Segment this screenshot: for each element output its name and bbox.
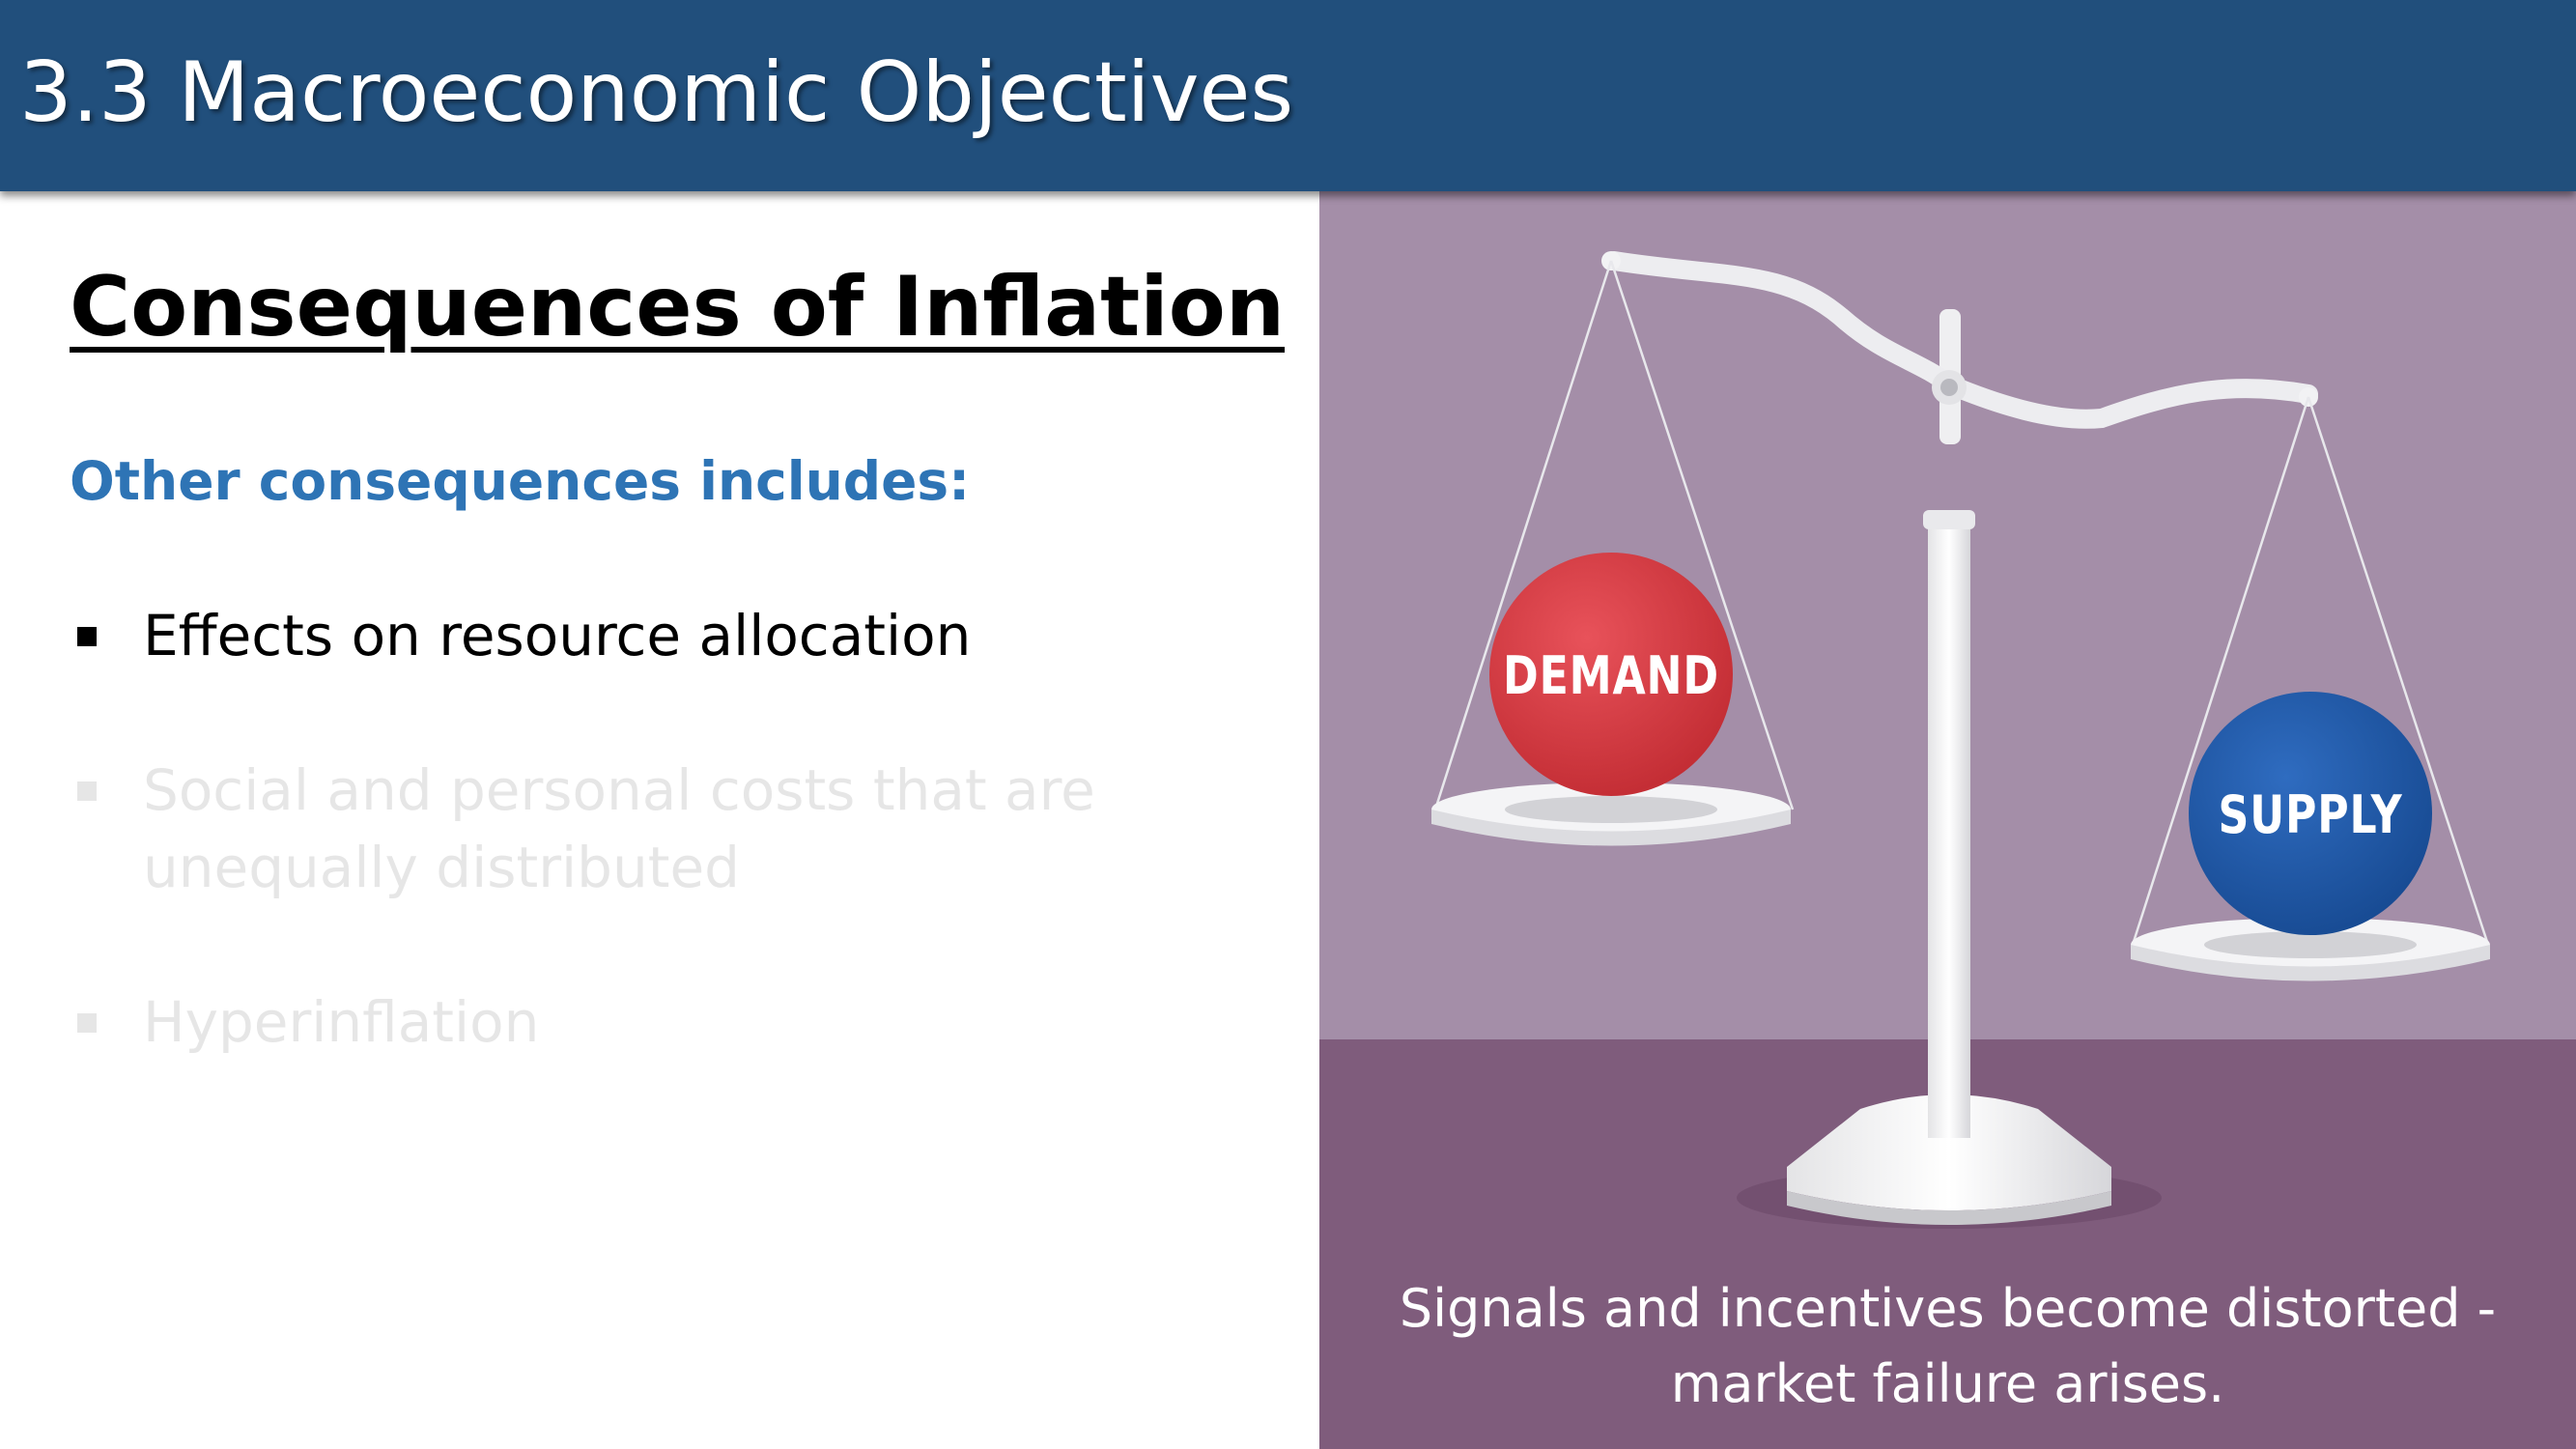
bullet-item: Effects on resource allocation <box>70 597 1209 674</box>
supply-label: SUPPLY <box>2219 784 2403 845</box>
header-bar: 3.3 Macroeconomic Objectives <box>0 0 2576 191</box>
square-bullet-icon <box>77 627 97 646</box>
slide-header-title: 3.3 Macroeconomic Objectives <box>19 44 1294 141</box>
scale-pillar <box>1928 520 1970 1138</box>
image-caption: Signals and incentives become distorted … <box>1399 1278 2497 1414</box>
bullet-item: Hyperinflation <box>70 983 1209 1061</box>
bullet-text: Hyperinflation <box>143 989 540 1055</box>
bullet-text: Effects on resource allocation <box>143 603 972 668</box>
subheading: Other consequences includes: <box>70 450 971 512</box>
content-panel: Consequences of Inflation Other conseque… <box>0 191 1319 1449</box>
demand-ball <box>1489 553 1733 796</box>
bullet-text: Social and personal costs that are unequ… <box>143 757 1095 900</box>
square-bullet-icon <box>77 781 97 801</box>
bullet-item: Social and personal costs that are unequ… <box>70 752 1209 906</box>
square-bullet-icon <box>77 1013 97 1033</box>
demand-label: DEMAND <box>1503 645 1719 706</box>
section-title: Consequences of Inflation <box>70 259 1286 355</box>
scale-base <box>1787 1094 2111 1210</box>
supply-ball <box>2189 692 2432 935</box>
balance-scale-illustration: DEMAND SUPPLY Signals and incentives bec… <box>1319 191 2576 1449</box>
